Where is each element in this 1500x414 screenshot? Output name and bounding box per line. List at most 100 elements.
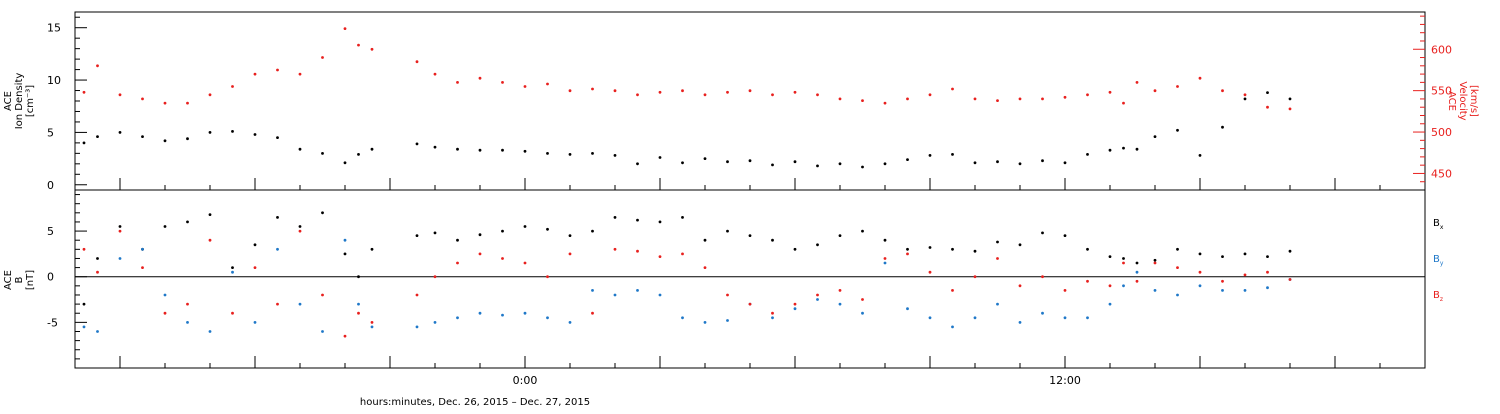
bz-point: [928, 270, 932, 274]
by-point: [82, 325, 86, 329]
density-axis-title: Ion Density: [14, 73, 25, 130]
density-point: [298, 147, 302, 151]
by-point: [1266, 286, 1269, 290]
by-point: [681, 316, 684, 320]
by-point: [996, 302, 999, 306]
bx-point: [253, 243, 257, 247]
by-point: [1063, 316, 1067, 320]
velocity-point: [456, 81, 459, 84]
by-point: [658, 293, 662, 297]
bx-point: [793, 247, 797, 251]
bz-point: [996, 257, 999, 260]
velocity-point: [793, 90, 797, 94]
bz-point: [1018, 284, 1022, 288]
density-point: [433, 145, 437, 149]
bx-point: [415, 234, 419, 238]
by-point: [1122, 284, 1125, 288]
by-point: [523, 311, 527, 315]
by-point: [1108, 302, 1112, 306]
bx-point: [1086, 247, 1089, 251]
bz-point: [1243, 273, 1247, 277]
bz-point: [973, 275, 977, 279]
bx-point: [973, 249, 977, 253]
velocity-point: [370, 47, 374, 51]
density-point: [1153, 135, 1157, 139]
by-point: [321, 330, 324, 333]
bx-point: [96, 257, 99, 260]
density-point: [861, 165, 864, 169]
bz-point: [343, 334, 347, 338]
bx-point: [298, 225, 302, 228]
b-tick-label: 0: [47, 271, 54, 284]
bz-point: [1198, 270, 1202, 274]
density-point: [928, 154, 932, 157]
bx-point: [951, 247, 954, 251]
velocity-axis-title: Velocity: [1457, 81, 1468, 120]
by-point: [928, 316, 932, 320]
density-point: [1086, 153, 1089, 156]
density-point: [681, 161, 684, 165]
density-axis-title: ACE: [3, 91, 14, 111]
bz-point: [186, 302, 189, 306]
b-tick-label: 5: [47, 225, 54, 238]
density-point: [343, 161, 347, 165]
velocity-point: [96, 64, 99, 68]
by-point: [501, 313, 504, 317]
bz-point: [816, 293, 819, 297]
bx-point: [1243, 252, 1247, 256]
velocity-point: [1288, 107, 1292, 111]
velocity-point: [186, 101, 189, 105]
by-point: [478, 311, 482, 315]
bx-point: [276, 216, 279, 219]
velocity-point: [1198, 76, 1202, 80]
bx-point: [1135, 261, 1139, 265]
by-point: [357, 302, 360, 306]
by-point: [298, 302, 302, 306]
velocity-point: [996, 99, 999, 102]
by-point: [141, 247, 144, 251]
density-point: [523, 149, 527, 153]
velocity-tick-label: 550: [1431, 85, 1452, 98]
bx-point: [118, 225, 122, 228]
bz-point: [82, 247, 86, 251]
velocity-point: [1266, 105, 1269, 109]
by-point: [96, 330, 99, 333]
bz-point: [1063, 289, 1067, 292]
density-point: [1018, 162, 1022, 166]
density-point: [163, 139, 167, 143]
velocity-point: [1153, 89, 1157, 93]
by-point: [951, 325, 954, 329]
density-point: [478, 148, 482, 152]
velocity-point: [636, 93, 639, 97]
density-point: [276, 136, 279, 140]
velocity-point: [861, 99, 864, 102]
velocity-point: [231, 85, 234, 88]
by-point: [636, 289, 639, 292]
velocity-point: [816, 93, 819, 97]
density-point: [186, 137, 189, 141]
magnetic-field-panel: -5 0 5 ACE B [nT] Bx By Bz: [3, 189, 1444, 369]
bz-point: [883, 257, 887, 260]
bx-point: [478, 233, 482, 237]
velocity-point: [951, 87, 954, 91]
velocity-point: [253, 72, 257, 76]
bz-point: [1135, 279, 1139, 283]
bx-point: [1266, 255, 1269, 258]
by-point: [370, 325, 374, 329]
by-point: [861, 311, 864, 315]
bx-point: [163, 225, 167, 228]
density-point: [1122, 146, 1125, 150]
bz-point: [478, 252, 482, 256]
by-point: [591, 289, 594, 292]
velocity-point: [82, 90, 86, 94]
by-point: [793, 307, 797, 311]
density-point: [636, 162, 639, 166]
by-point: [186, 321, 189, 324]
density-point: [1041, 159, 1044, 163]
density-point: [1108, 148, 1112, 152]
density-point: [82, 141, 86, 145]
by-point: [703, 321, 707, 324]
velocity-point: [591, 87, 594, 91]
velocity-point: [681, 89, 684, 93]
density-point: [415, 142, 419, 146]
